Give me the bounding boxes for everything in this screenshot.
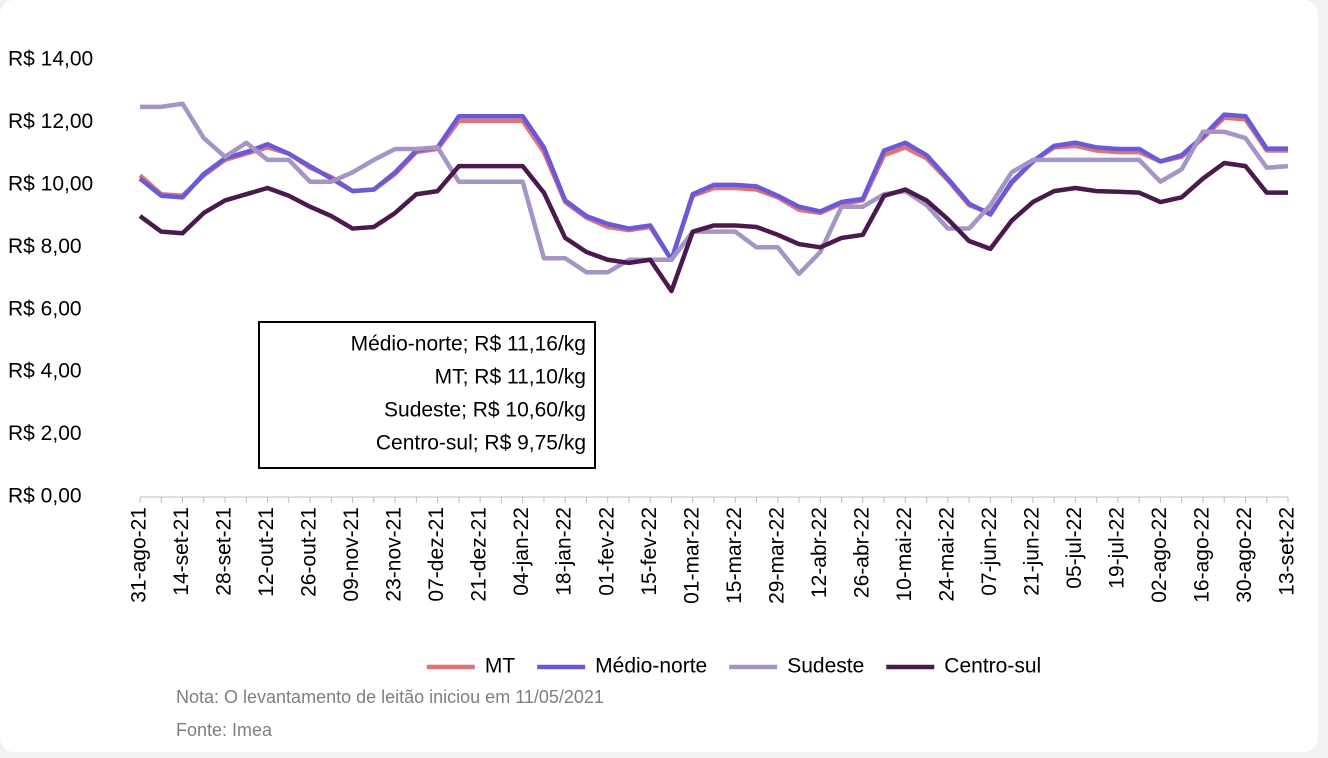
x-tick-label: 07-dez-21 (425, 507, 448, 602)
series-line (138, 160, 1288, 294)
y-tick-label: R$ 2,00 (8, 422, 82, 445)
note: Nota: O levantamento de leitão iniciou e… (176, 687, 604, 707)
x-tick-label: 05-jul-22 (1063, 507, 1086, 589)
legend-label: MT (485, 655, 515, 678)
series-line (140, 101, 1289, 277)
y-tick-label: R$ 12,00 (8, 110, 93, 133)
annotation-text: Médio-norte; R$ 11,16/kg (351, 333, 586, 356)
x-tick-label: 10-mai-22 (893, 507, 916, 602)
x-tick-label: 12-abr-22 (808, 507, 831, 598)
legend-label: Centro-sul (944, 655, 1041, 678)
x-tick-label: 28-set-21 (213, 507, 236, 596)
x-tick-label: 29-mar-22 (765, 507, 788, 604)
x-tick-label: 09-nov-21 (340, 507, 363, 602)
x-tick-label: 15-mar-22 (723, 507, 746, 604)
x-tick-label: 15-fev-22 (638, 507, 661, 596)
annotation-text: Sudeste; R$ 10,60/kg (384, 399, 586, 422)
y-tick-label: R$ 6,00 (8, 297, 82, 320)
series-line (138, 112, 1288, 263)
x-tick-label: 01-mar-22 (680, 507, 703, 604)
y-tick-label: R$ 8,00 (8, 235, 82, 258)
x-tick-label: 12-out-21 (255, 507, 278, 597)
x-tick-label: 18-jan-22 (553, 507, 576, 596)
legend-label: Médio-norte (595, 655, 707, 678)
annotation-text: MT; R$ 11,10/kg (435, 366, 586, 389)
x-tick-label: 26-out-21 (298, 507, 321, 597)
x-tick-label: 19-jul-22 (1105, 507, 1128, 589)
legend-label: Sudeste (787, 655, 864, 678)
x-tick-label: 07-jun-22 (978, 507, 1001, 596)
y-tick-label: R$ 10,00 (8, 172, 93, 195)
x-tick-label: 23-nov-21 (383, 507, 406, 602)
y-tick-label: R$ 4,00 (8, 360, 82, 383)
x-tick-label: 13-set-22 (1276, 507, 1299, 596)
annotation-box (258, 321, 596, 469)
x-tick-label: 26-abr-22 (850, 507, 873, 598)
x-tick-label: 01-fev-22 (595, 507, 618, 596)
x-tick-label: 04-jan-22 (510, 507, 533, 596)
x-tick-label: 30-ago-22 (1233, 507, 1256, 603)
source: Fonte: Imea (176, 720, 273, 740)
x-tick-label: 16-ago-22 (1191, 507, 1214, 603)
x-tick-label: 21-dez-21 (468, 507, 491, 602)
x-tick-label: 21-jun-22 (1020, 507, 1043, 596)
y-tick-label: R$ 0,00 (8, 485, 82, 508)
annotation-text: Centro-sul; R$ 9,75/kg (376, 432, 586, 455)
x-tick-label: 24-mai-22 (935, 507, 958, 602)
x-tick-label: 31-ago-21 (128, 507, 151, 603)
x-tick-label: 02-ago-22 (1148, 507, 1171, 603)
x-tick-label: 14-set-21 (170, 507, 193, 596)
y-tick-label: R$ 14,00 (8, 48, 93, 71)
legend: MT Médio-norte Sudeste Centro-sul (426, 655, 1041, 678)
